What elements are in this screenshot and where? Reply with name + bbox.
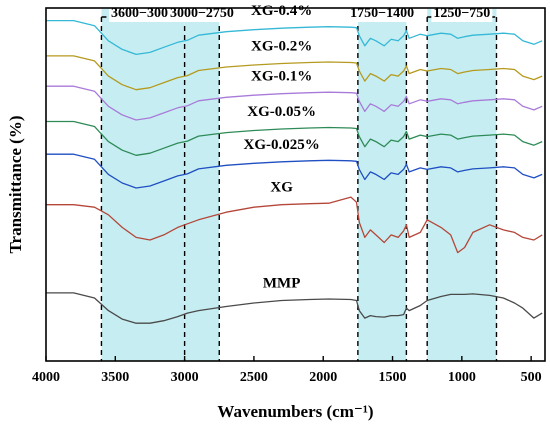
region-3 [427,9,497,361]
x-tick-label-2500: 2500 [240,370,268,385]
x-tick-label-2000: 2000 [309,370,337,385]
region-label-0: 3600−3000 [111,6,175,21]
series-line-XG-0.1% [46,85,543,121]
x-tick-label-4000: 4000 [32,370,60,385]
series-label-XG-0.1%: XG-0.1% [251,69,312,85]
series-label-XG-0.2%: XG-0.2% [251,38,312,54]
region-label-bg-0 [109,5,178,22]
series-label-XG-0.4%: XG-0.4% [251,3,312,19]
series-line-XG-0.025% [46,153,543,189]
series-labels: XG-0.4% XG-0.2% XG-0.1% XG-0.05% XG-0.025% XG… [244,3,320,291]
series-label-XG: XG [270,180,293,196]
spectra-lines [46,19,543,324]
region-label-bg-2 [348,5,417,22]
x-tick-label-3000: 3000 [171,370,199,385]
highlight-regions [100,9,498,361]
x-tick-label-1000: 1000 [448,370,476,385]
series-line-XG-0.2% [46,55,543,91]
x-axis-label: Wavenumbers (cm⁻¹) [217,402,373,421]
series-line-MMP [46,292,543,324]
series-line-XG [46,196,543,254]
series-line-XG-0.4% [46,19,543,56]
x-axis-ticks: 4000 3500 3000 2500 2000 1500 1000 500 [32,356,542,385]
region-0 [101,9,185,361]
x-tick-label-500: 500 [521,370,542,385]
region-label-bg-1 [167,5,236,22]
x-tick-label-3500: 3500 [101,370,129,385]
region-label-3: 1250−750 [433,6,490,21]
x-tick-label-1500: 1500 [379,370,407,385]
region-2 [357,9,407,361]
series-line-XG-0.05% [46,120,543,156]
region-1 [184,9,220,361]
series-label-XG-0.025%: XG-0.025% [244,137,320,153]
region-label-1: 3000−2750 [170,6,234,21]
series-label-XG-0.05%: XG-0.05% [247,104,316,120]
region-label-bg-3 [431,5,493,22]
region-label-2: 1750−1400 [350,6,414,21]
series-label-MMP: MMP [263,275,300,291]
y-axis-label: Transmittance (%) [6,115,25,253]
plot-frame [45,7,546,362]
